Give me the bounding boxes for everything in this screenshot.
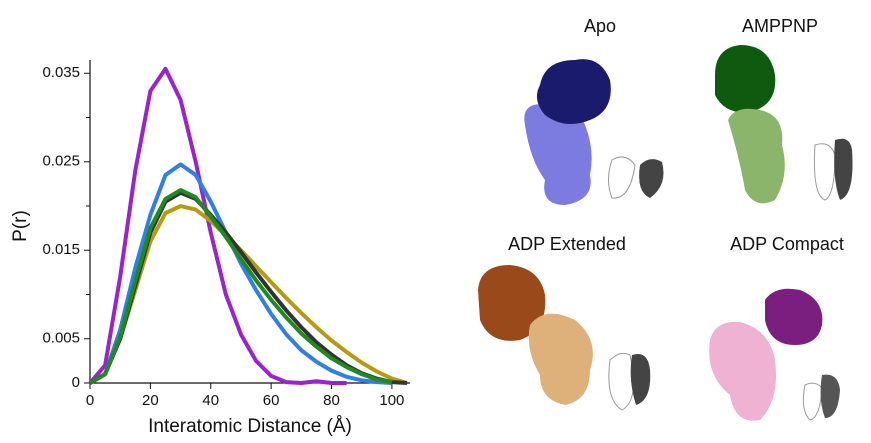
structure-adp-extended bbox=[478, 265, 651, 411]
y-tick-label: 0.015 bbox=[42, 241, 80, 258]
panel-label: Apo bbox=[584, 16, 616, 36]
x-tick-label: 40 bbox=[202, 392, 219, 409]
line-series bbox=[88, 204, 408, 385]
x-tick-label: 20 bbox=[142, 392, 159, 409]
panel-label: AMPPNP bbox=[742, 16, 818, 36]
y-tick-label: 0.005 bbox=[42, 330, 80, 347]
structure-apo bbox=[524, 59, 664, 205]
y-tick-label: 0.035 bbox=[42, 64, 80, 81]
structure-amppnp bbox=[715, 45, 853, 204]
x-tick-label: 80 bbox=[323, 392, 340, 409]
y-tick-label: 0 bbox=[72, 374, 80, 391]
x-tick-label: 100 bbox=[379, 392, 404, 409]
x-axis-label: Interatomic Distance (Å) bbox=[148, 416, 352, 437]
structure-adp-compact bbox=[709, 288, 840, 421]
x-tick-label: 60 bbox=[263, 392, 280, 409]
line-series bbox=[88, 162, 393, 385]
x-tick-label: 0 bbox=[86, 392, 94, 409]
panel-label: ADP Compact bbox=[730, 234, 844, 254]
y-axis-label: P(r) bbox=[10, 210, 31, 242]
line-series bbox=[88, 66, 347, 385]
y-tick-label: 0.025 bbox=[42, 153, 80, 170]
panel-label: ADP Extended bbox=[508, 234, 626, 254]
line-series bbox=[88, 188, 393, 385]
